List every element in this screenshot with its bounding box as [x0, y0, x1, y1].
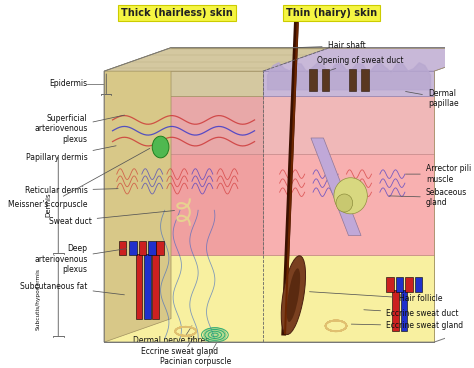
Ellipse shape [203, 328, 227, 342]
Polygon shape [104, 96, 263, 154]
Text: Hair follicle: Hair follicle [310, 292, 442, 303]
Text: Meissner's corpuscle: Meissner's corpuscle [8, 148, 150, 209]
Text: Hair shaft: Hair shaft [297, 41, 365, 50]
Ellipse shape [334, 178, 367, 214]
Polygon shape [104, 154, 263, 255]
Text: Dermis: Dermis [46, 192, 52, 217]
Text: Eccrine sweat duct: Eccrine sweat duct [364, 309, 459, 318]
Text: Opening of sweat duct: Opening of sweat duct [317, 56, 404, 70]
Text: Epidermis: Epidermis [49, 79, 88, 88]
Polygon shape [104, 255, 434, 342]
Ellipse shape [281, 256, 306, 335]
Ellipse shape [287, 268, 300, 322]
Polygon shape [311, 138, 361, 236]
Polygon shape [263, 71, 434, 96]
Text: Subcutis/hypodermis: Subcutis/hypodermis [36, 268, 41, 330]
Text: Pacinian corpuscle: Pacinian corpuscle [161, 357, 232, 366]
Bar [386, 277, 393, 291]
Text: Sweat duct: Sweat duct [49, 210, 174, 226]
Text: Papillary dermis: Papillary dermis [26, 146, 116, 162]
Ellipse shape [336, 194, 353, 212]
Bar [139, 241, 146, 255]
Bar [144, 254, 151, 319]
Text: Eccrine sweat gland: Eccrine sweat gland [351, 321, 463, 330]
Bar [349, 69, 356, 91]
Text: Arrector pili
muscle: Arrector pili muscle [406, 164, 471, 184]
Bar [148, 241, 155, 255]
Text: Reticular dermis: Reticular dermis [25, 186, 118, 195]
Text: Thick (hairless) skin: Thick (hairless) skin [121, 8, 233, 18]
Text: Dermal
papillae: Dermal papillae [406, 89, 458, 108]
Polygon shape [104, 48, 171, 342]
Bar [136, 254, 142, 319]
Text: Superficial
arteriovenous
plexus: Superficial arteriovenous plexus [34, 114, 125, 144]
Text: Thin (hairy) skin: Thin (hairy) skin [286, 8, 377, 18]
Polygon shape [263, 48, 474, 71]
Text: Eccrine sweat gland: Eccrine sweat gland [141, 347, 218, 356]
Bar [129, 241, 137, 255]
Bar [309, 69, 317, 91]
Bar [322, 69, 329, 91]
Bar [405, 277, 413, 291]
Bar [396, 277, 403, 291]
Bar [362, 69, 369, 91]
Ellipse shape [152, 136, 169, 158]
Polygon shape [104, 71, 263, 96]
Bar [156, 241, 164, 255]
Bar [119, 241, 127, 255]
Bar [401, 290, 408, 331]
Polygon shape [263, 96, 434, 154]
Bar [415, 277, 422, 291]
Bar [152, 254, 159, 319]
Text: Subcutaneous fat: Subcutaneous fat [20, 282, 124, 295]
Text: Dermal nerve fibres: Dermal nerve fibres [133, 336, 209, 345]
Text: Sebaceous
gland: Sebaceous gland [389, 188, 467, 207]
Polygon shape [263, 154, 434, 255]
Text: Deep
arteriovenous
plexus: Deep arteriovenous plexus [34, 244, 127, 274]
Polygon shape [104, 48, 330, 71]
Bar [392, 290, 399, 331]
